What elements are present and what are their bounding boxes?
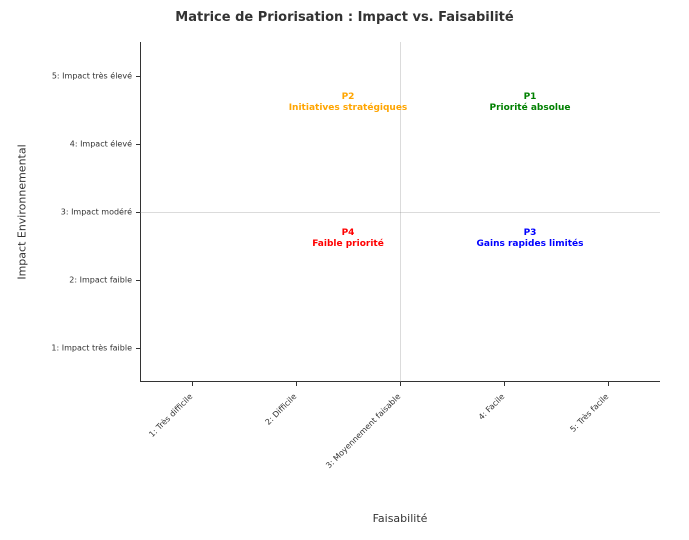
quadrant-label-desc: Priorité absolue [489,103,570,114]
ytick-mark [136,348,140,349]
ytick-mark [136,280,140,281]
ytick-mark [136,212,140,213]
xtick-label: 4: Facile [477,392,507,422]
quadrant-label-desc: Initiatives stratégiques [289,103,408,114]
xtick-label: 5: Très facile [568,392,610,434]
quadrant-label-desc: Gains rapides limités [477,239,584,250]
quadrant-label-p1: P1Priorité absolue [489,92,570,115]
x-axis-label: Faisabilité [140,512,660,525]
ytick-label: 3: Impact modéré [61,208,132,217]
xtick-mark [400,382,401,386]
quadrant-label-p3: P3Gains rapides limités [477,228,584,251]
xtick-mark [608,382,609,386]
ytick-label: 1: Impact très faible [51,344,132,353]
quadrant-label-desc: Faible priorité [312,239,384,250]
priorisation-matrix-chart: Matrice de Priorisation : Impact vs. Fai… [0,0,689,540]
ytick-label: 4: Impact élevé [70,140,132,149]
xtick-mark [192,382,193,386]
quadrant-label-key: P1 [489,92,570,103]
ytick-mark [136,144,140,145]
xtick-label: 1: Très difficile [147,392,194,439]
xtick-label: 2: Difficile [264,392,299,427]
y-axis-label: Impact Environnemental [16,144,29,279]
ytick-mark [136,76,140,77]
xtick-mark [296,382,297,386]
quadrant-label-key: P3 [477,228,584,239]
ytick-label: 2: Impact faible [69,276,132,285]
xtick-mark [504,382,505,386]
quadrant-label-p2: P2Initiatives stratégiques [289,92,408,115]
xtick-label: 3: Moyennement faisable [324,392,402,470]
quadrant-label-key: P4 [312,228,384,239]
quadrant-label-key: P2 [289,92,408,103]
horizontal-divider [140,212,660,213]
quadrant-label-p4: P4Faible priorité [312,228,384,251]
chart-title: Matrice de Priorisation : Impact vs. Fai… [0,10,689,25]
ytick-label: 5: Impact très élevé [52,72,132,81]
